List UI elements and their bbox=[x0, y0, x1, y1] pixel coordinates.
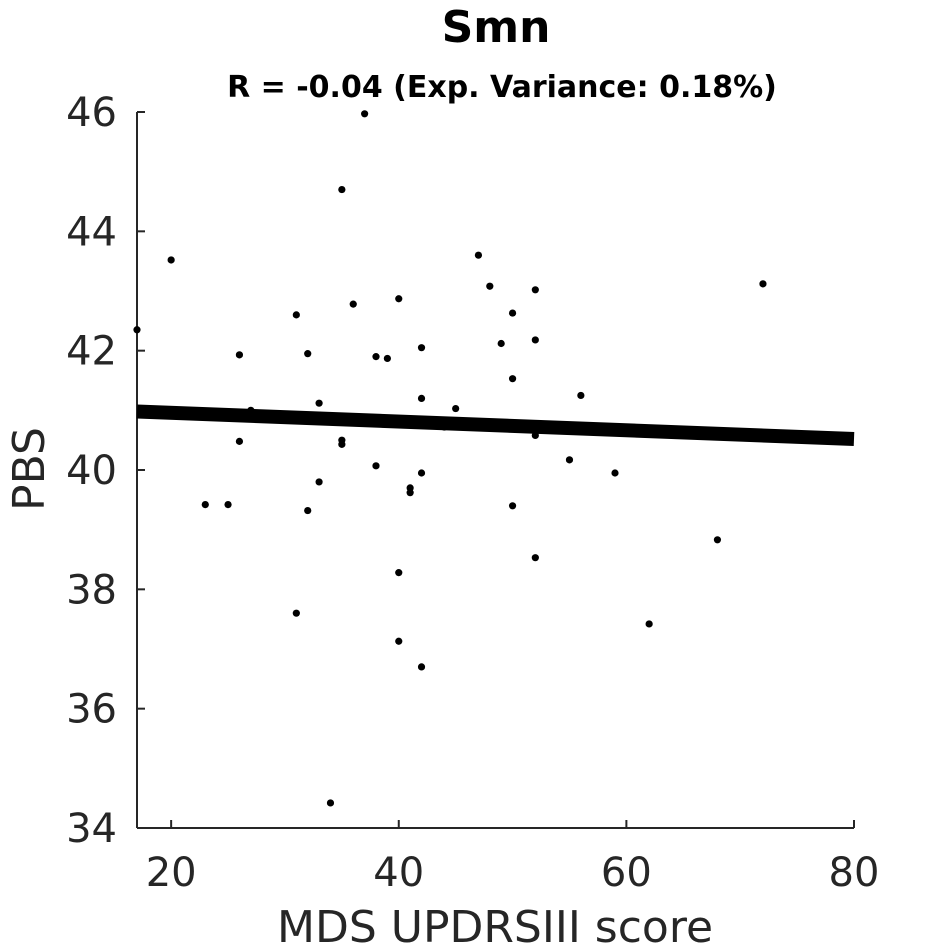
data-point bbox=[304, 350, 312, 358]
y-tick-label: 40 bbox=[66, 448, 117, 494]
axes bbox=[136, 112, 854, 829]
data-point bbox=[508, 502, 517, 510]
data-point bbox=[315, 399, 323, 407]
tick-labels: 20 40 60 80 34 36 38 40 42 44 46 bbox=[66, 90, 879, 896]
chart-subtitle: R = -0.04 (Exp. Variance: 0.18%) bbox=[227, 70, 777, 105]
data-point bbox=[361, 110, 369, 118]
data-point bbox=[611, 469, 619, 477]
data-point bbox=[417, 394, 426, 402]
data-point bbox=[395, 569, 403, 577]
data-point bbox=[292, 609, 300, 617]
data-point bbox=[395, 295, 403, 303]
data-point bbox=[531, 336, 539, 344]
x-axis-label: MDS UPDRSIII score bbox=[277, 902, 713, 945]
data-point bbox=[508, 309, 517, 317]
data-point bbox=[577, 391, 585, 400]
data-point bbox=[440, 423, 448, 431]
data-point bbox=[486, 282, 494, 290]
data-point bbox=[247, 406, 255, 414]
data-point bbox=[474, 251, 483, 259]
y-tick-label: 46 bbox=[66, 90, 117, 136]
y-axis-label: PBS bbox=[4, 427, 55, 511]
data-point bbox=[565, 456, 574, 464]
data-point bbox=[531, 286, 539, 294]
fit-line bbox=[136, 404, 855, 446]
data-point bbox=[508, 375, 517, 383]
data-point bbox=[713, 536, 722, 544]
data-point bbox=[349, 300, 357, 308]
data-point bbox=[372, 462, 380, 470]
data-point bbox=[338, 185, 346, 194]
data-point bbox=[645, 620, 653, 628]
data-point bbox=[326, 799, 335, 807]
y-tick-label: 36 bbox=[66, 687, 117, 733]
y-tick-label: 38 bbox=[66, 567, 117, 613]
data-point bbox=[395, 637, 403, 645]
y-tick-label: 44 bbox=[66, 209, 117, 255]
data-point bbox=[383, 354, 391, 363]
x-tick-label: 40 bbox=[373, 850, 424, 896]
data-point bbox=[338, 440, 346, 448]
data-point bbox=[417, 663, 426, 671]
data-point bbox=[201, 501, 209, 509]
data-point bbox=[235, 351, 244, 359]
data-point bbox=[452, 404, 460, 413]
fit-line-group bbox=[136, 404, 855, 446]
x-tick-label: 80 bbox=[829, 850, 880, 896]
data-point bbox=[167, 256, 175, 264]
data-point bbox=[497, 339, 505, 348]
y-tick-label: 34 bbox=[66, 806, 117, 852]
data-point bbox=[531, 431, 539, 439]
data-point bbox=[304, 506, 312, 515]
x-tick-label: 60 bbox=[601, 850, 652, 896]
x-tick-label: 20 bbox=[146, 850, 197, 896]
data-point bbox=[292, 311, 300, 319]
data-point bbox=[759, 280, 767, 288]
y-tick-label: 42 bbox=[66, 329, 117, 375]
data-point bbox=[406, 489, 414, 497]
data-point bbox=[372, 353, 380, 361]
data-point bbox=[417, 469, 426, 477]
data-point bbox=[235, 437, 244, 445]
data-point bbox=[531, 554, 539, 562]
data-point bbox=[417, 344, 426, 352]
data-point bbox=[224, 501, 232, 509]
data-point bbox=[315, 411, 323, 419]
chart-title: Smn bbox=[442, 2, 551, 53]
data-point bbox=[133, 326, 141, 334]
data-point bbox=[315, 478, 323, 486]
points-group bbox=[133, 110, 767, 807]
